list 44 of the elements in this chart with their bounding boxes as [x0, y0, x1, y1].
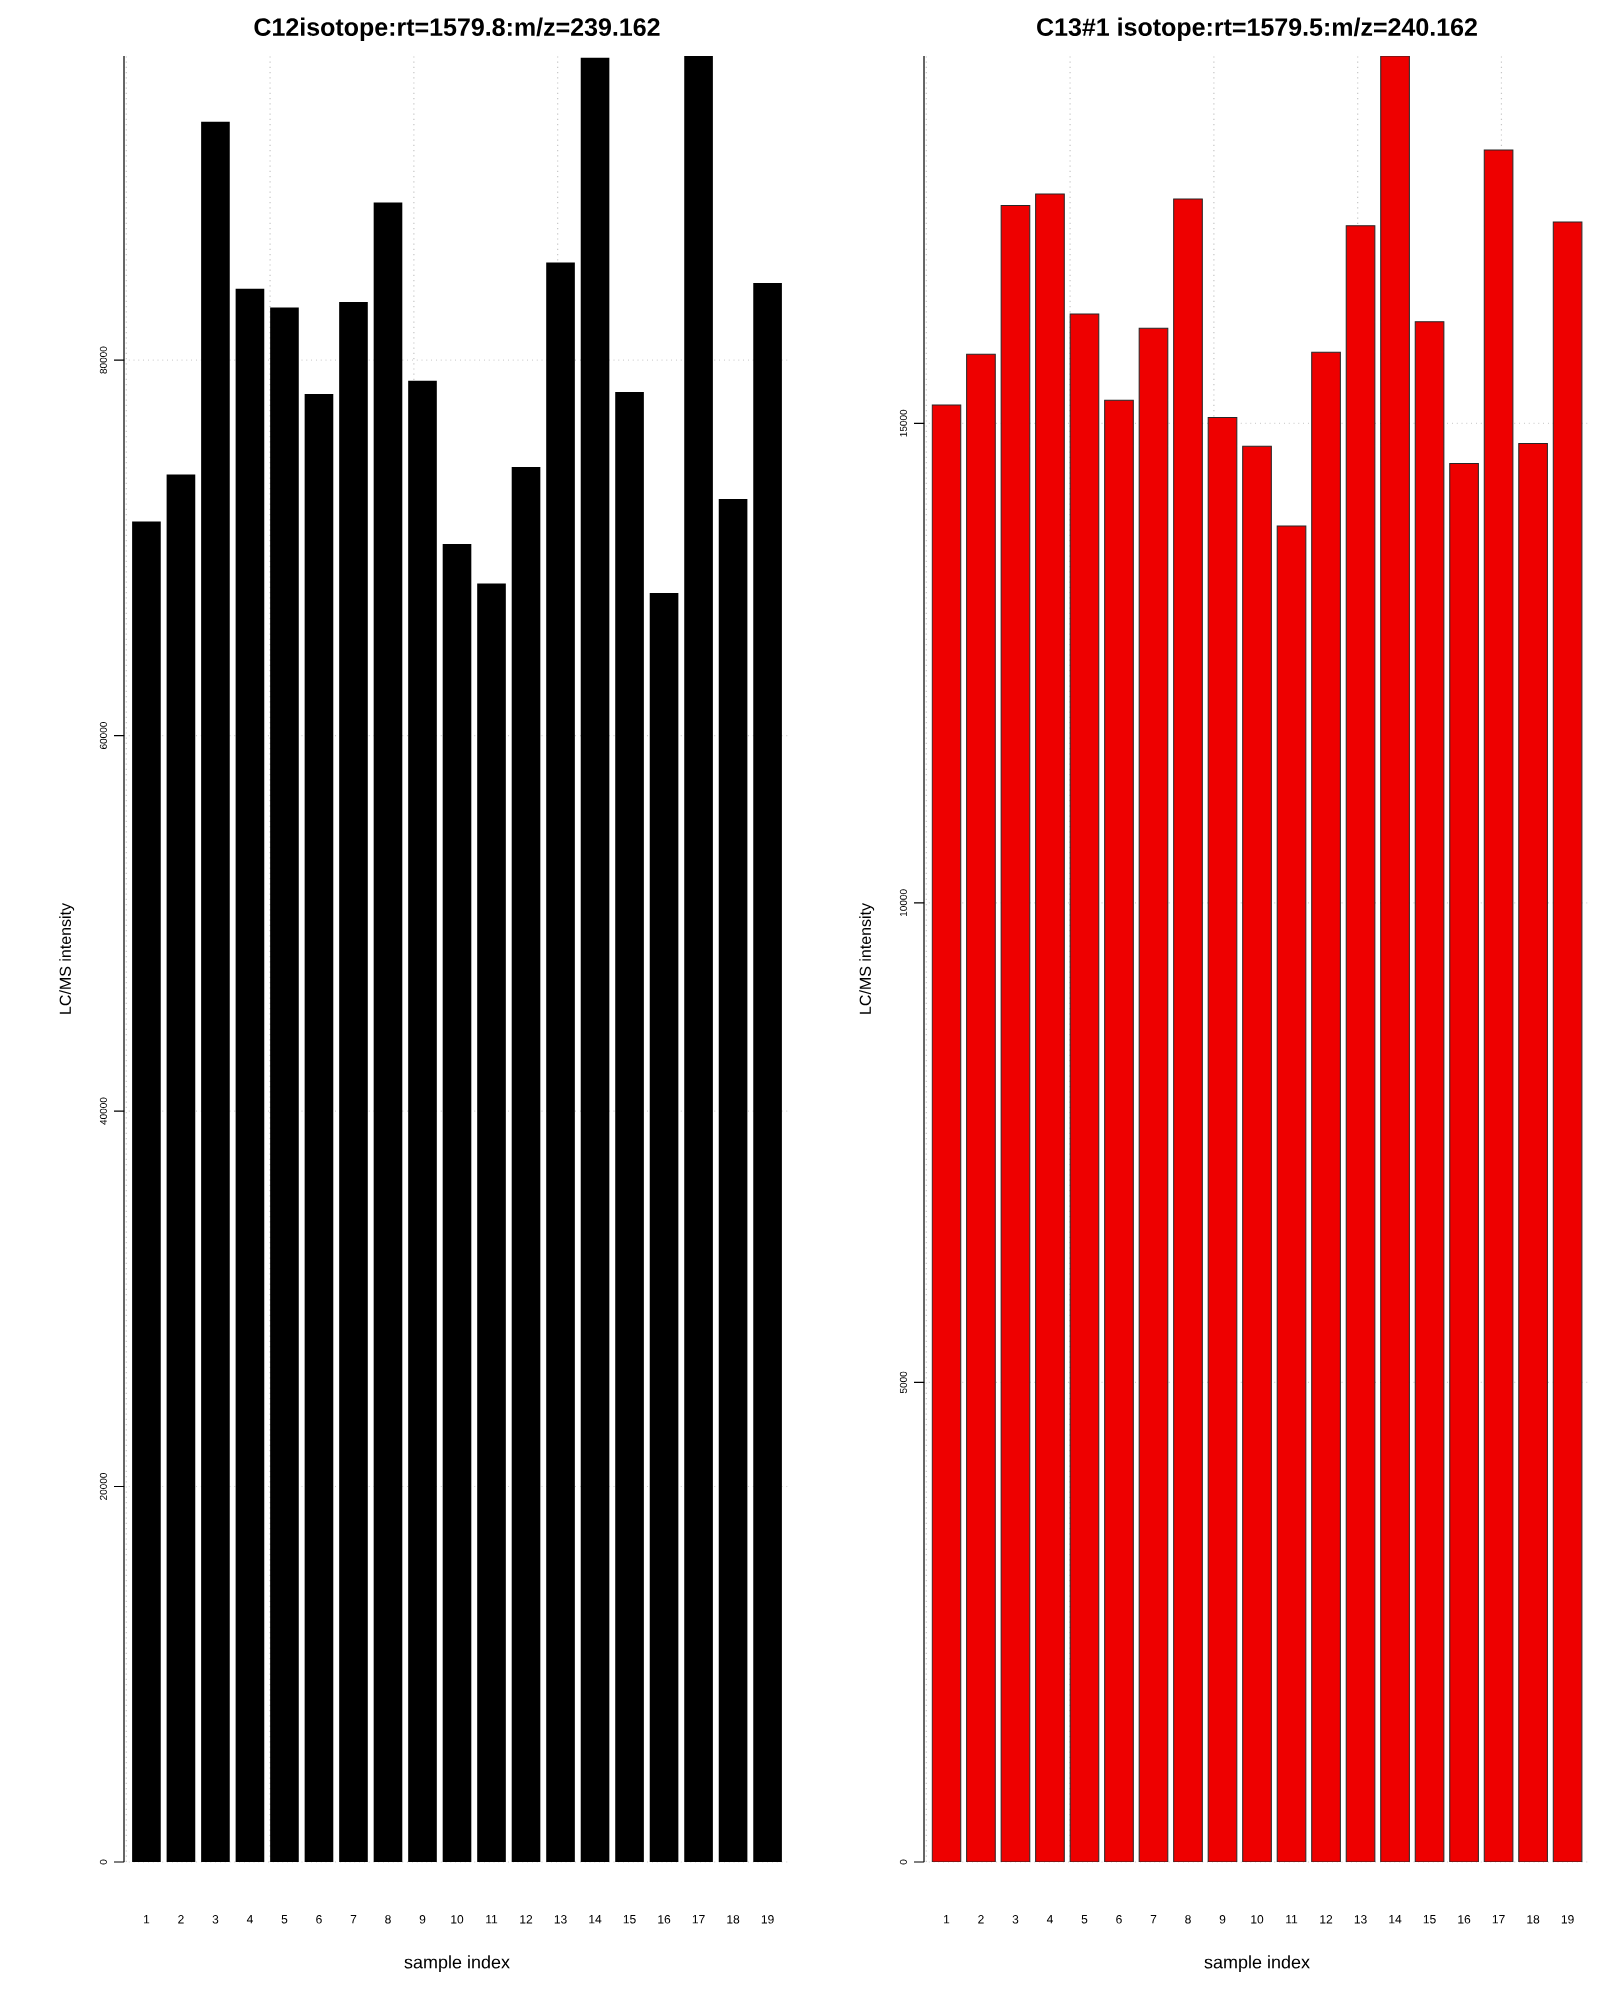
bar	[132, 521, 161, 1862]
bar	[442, 544, 472, 1862]
bar	[546, 262, 575, 1862]
bar	[1311, 351, 1341, 1862]
bar	[1345, 225, 1376, 1862]
bar	[235, 288, 265, 1862]
bar	[615, 392, 644, 1862]
bar	[511, 467, 541, 1862]
bar	[166, 474, 196, 1862]
bar	[718, 499, 748, 1862]
bar	[1414, 321, 1445, 1862]
bar	[1173, 198, 1203, 1862]
bar	[1518, 442, 1548, 1862]
bar	[201, 121, 230, 1862]
bar	[649, 592, 679, 1862]
bar	[966, 353, 996, 1862]
bar	[1069, 313, 1100, 1862]
bar	[1138, 327, 1169, 1862]
bar	[1449, 463, 1479, 1862]
bar	[1035, 193, 1065, 1862]
bar	[580, 57, 610, 1862]
chart-title: C13#1 isotope:rt=1579.5:m/z=240.162	[1037, 17, 1477, 41]
bar	[684, 55, 713, 1862]
chart-title: C12isotope:rt=1579.8:m/z=239.162	[254, 17, 660, 41]
x-axis-title: sample index	[404, 1955, 510, 1973]
bar	[477, 583, 506, 1862]
bar	[1276, 525, 1307, 1862]
bar	[1552, 221, 1583, 1862]
bar	[1207, 417, 1238, 1862]
y-axis-title: LC/MS intensity	[859, 903, 875, 1014]
bar	[931, 404, 962, 1862]
bar	[270, 307, 299, 1862]
bar	[408, 380, 437, 1862]
bar	[1483, 149, 1514, 1862]
y-axis-title: LC/MS intensity	[59, 903, 75, 1014]
bar	[304, 393, 334, 1862]
x-axis-title: sample index	[1204, 1955, 1310, 1973]
bar	[339, 301, 368, 1862]
bar	[753, 283, 782, 1862]
bar	[1000, 205, 1031, 1862]
bar	[1380, 55, 1410, 1862]
bar	[1242, 445, 1272, 1862]
bar	[1104, 399, 1134, 1862]
bar	[373, 202, 403, 1862]
